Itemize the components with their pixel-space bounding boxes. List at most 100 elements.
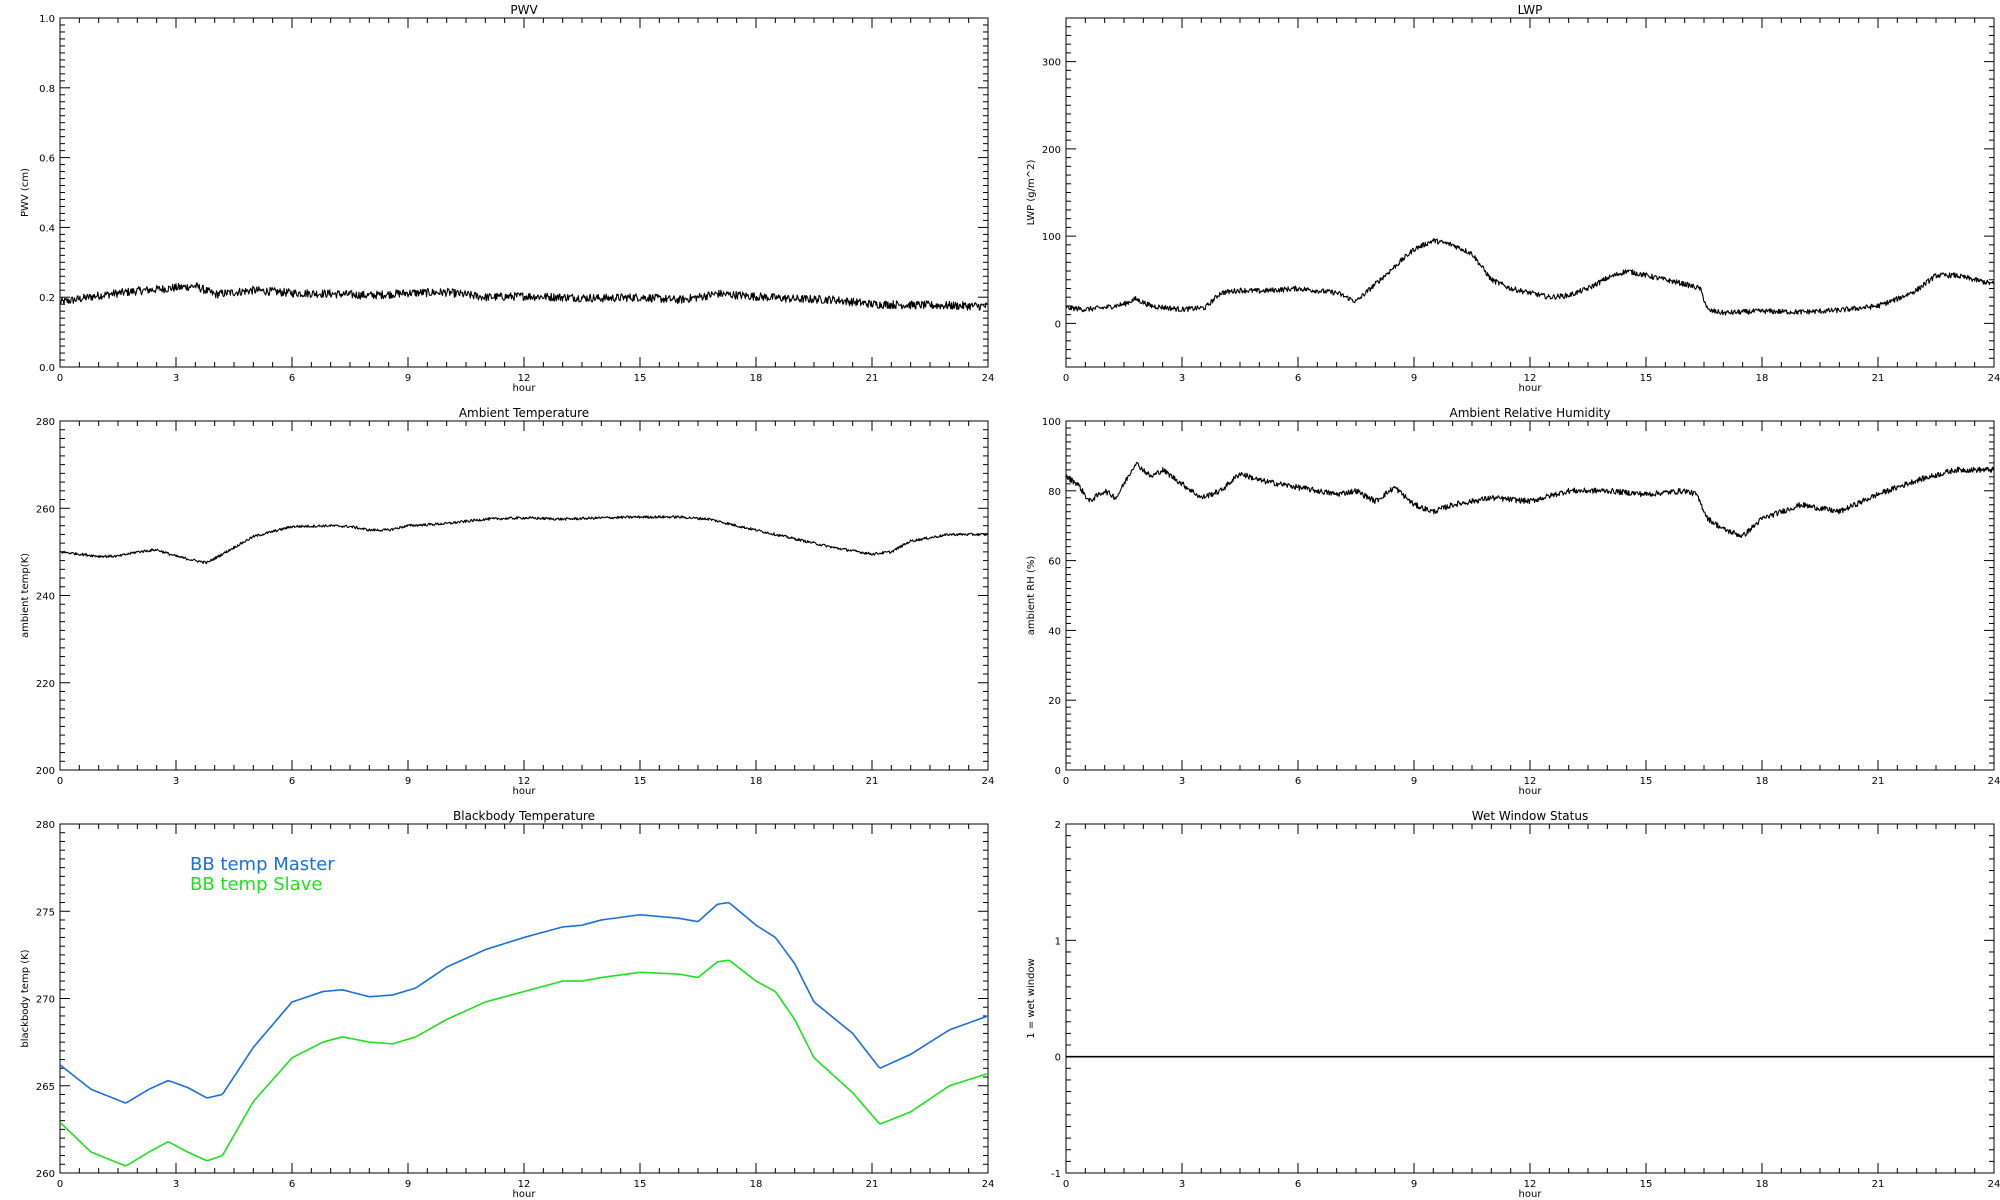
x-tick-label: 6 <box>1295 776 1301 787</box>
legend-entry-1: BB temp Master <box>190 854 335 875</box>
x-tick-label: 15 <box>1640 373 1653 384</box>
chart-title: Wet Window Status <box>1472 809 1588 823</box>
x-tick-label: 0 <box>57 776 63 787</box>
y-tick-label: 280 <box>36 820 55 831</box>
x-tick-label: 9 <box>1411 1179 1417 1190</box>
series-line-1 <box>1066 238 1994 316</box>
x-tick-label: 18 <box>750 373 763 384</box>
x-tick-label: 15 <box>634 776 647 787</box>
y-tick-label: 60 <box>1048 557 1061 568</box>
y-axis-label: LWP (g/m^2) <box>1026 160 1037 226</box>
x-tick-label: 24 <box>982 776 995 787</box>
chart-title: Ambient Temperature <box>459 406 589 420</box>
y-tick-label: 0.4 <box>39 223 55 234</box>
y-tick-label: 100 <box>1042 417 1061 428</box>
y-axis-label: 1 = wet window <box>1026 958 1037 1038</box>
x-tick-label: 9 <box>1411 776 1417 787</box>
y-tick-label: 300 <box>1042 58 1061 69</box>
chart-title: LWP <box>1518 3 1543 17</box>
y-tick-label: 1 <box>1055 936 1061 947</box>
x-tick-label: 18 <box>1756 1179 1769 1190</box>
chart-title: Blackbody Temperature <box>453 809 595 823</box>
x-tick-label: 12 <box>1524 1179 1537 1190</box>
x-tick-label: 6 <box>289 776 295 787</box>
x-tick-label: 0 <box>1063 1179 1069 1190</box>
x-tick-label: 3 <box>173 1179 179 1190</box>
x-tick-label: 24 <box>982 1179 995 1190</box>
x-tick-label: 21 <box>866 373 879 384</box>
x-tick-label: 21 <box>866 776 879 787</box>
plot-area <box>60 282 988 311</box>
x-tick-label: 12 <box>1524 776 1537 787</box>
x-tick-label: 15 <box>634 373 647 384</box>
y-tick-label: 0 <box>1055 766 1061 777</box>
y-axis-label: blackbody temp (K) <box>20 949 31 1047</box>
y-tick-label: 100 <box>1042 232 1061 243</box>
y-tick-label: 220 <box>36 679 55 690</box>
series-line-1 <box>60 515 988 565</box>
x-tick-label: 3 <box>1179 776 1185 787</box>
x-tick-label: 6 <box>1295 373 1301 384</box>
x-tick-label: 0 <box>1063 373 1069 384</box>
y-tick-label: 2 <box>1055 820 1061 831</box>
x-tick-label: 21 <box>866 1179 879 1190</box>
y-tick-label: 0 <box>1055 319 1061 330</box>
x-axis-label: hour <box>1519 1189 1543 1200</box>
x-tick-label: 12 <box>1524 373 1537 384</box>
y-tick-label: 240 <box>36 592 55 603</box>
x-tick-label: 3 <box>173 776 179 787</box>
x-tick-label: 9 <box>405 373 411 384</box>
y-tick-label: 260 <box>36 504 55 515</box>
plot-frame <box>1065 420 1995 771</box>
x-tick-label: 18 <box>750 1179 763 1190</box>
x-tick-label: 0 <box>1063 776 1069 787</box>
y-tick-label: 200 <box>36 766 55 777</box>
x-tick-label: 21 <box>1872 373 1885 384</box>
y-axis-label: PWV (cm) <box>20 168 31 217</box>
series-line-1 <box>1066 461 1994 539</box>
series-line-2 <box>60 959 988 1167</box>
plot-area <box>1066 238 1994 316</box>
x-tick-label: 24 <box>1988 1179 2000 1190</box>
panel-5: Blackbody Temperature 0 3 6 9 12 15 18 21 24 hour 2… <box>20 809 994 1200</box>
x-tick-label: 6 <box>289 1179 295 1190</box>
plot-frame <box>1065 823 1995 1174</box>
x-tick-label: 15 <box>1640 1179 1653 1190</box>
y-tick-label: 40 <box>1048 626 1061 637</box>
x-tick-label: 24 <box>982 373 995 384</box>
x-tick-label: 6 <box>289 373 295 384</box>
y-tick-label: 0.2 <box>39 293 55 304</box>
x-tick-label: 12 <box>518 776 531 787</box>
x-axis-label: hour <box>513 786 537 797</box>
legend-entry-2: BB temp Slave <box>190 874 322 895</box>
panel-3: Ambient Temperature 0 3 6 9 12 15 18 21 24 hour 200… <box>20 406 994 797</box>
y-tick-label: 20 <box>1048 696 1061 707</box>
y-axis-label: ambient temp(K) <box>20 553 31 638</box>
plot-area <box>1066 461 1994 539</box>
x-tick-label: 15 <box>634 1179 647 1190</box>
x-tick-label: 9 <box>405 1179 411 1190</box>
x-tick-label: 3 <box>1179 373 1185 384</box>
x-tick-label: 18 <box>750 776 763 787</box>
plot-frame <box>59 420 989 771</box>
x-tick-label: 0 <box>57 373 63 384</box>
x-axis-label: hour <box>1519 786 1543 797</box>
x-tick-label: 3 <box>173 373 179 384</box>
x-tick-label: 0 <box>57 1179 63 1190</box>
x-tick-label: 12 <box>518 1179 531 1190</box>
x-tick-label: 21 <box>1872 776 1885 787</box>
y-tick-label: 260 <box>36 1169 55 1180</box>
y-tick-label: 265 <box>36 1082 55 1093</box>
x-axis-label: hour <box>513 1189 537 1200</box>
plot-area <box>60 515 988 565</box>
y-tick-label: 0.8 <box>39 84 55 95</box>
x-tick-label: 3 <box>1179 1179 1185 1190</box>
x-axis-label: hour <box>1519 383 1543 394</box>
plot-frame <box>1065 17 1995 368</box>
x-tick-label: 21 <box>1872 1179 1885 1190</box>
plot-area <box>60 901 988 1167</box>
x-tick-label: 9 <box>1411 373 1417 384</box>
chart-title: Ambient Relative Humidity <box>1450 406 1611 420</box>
